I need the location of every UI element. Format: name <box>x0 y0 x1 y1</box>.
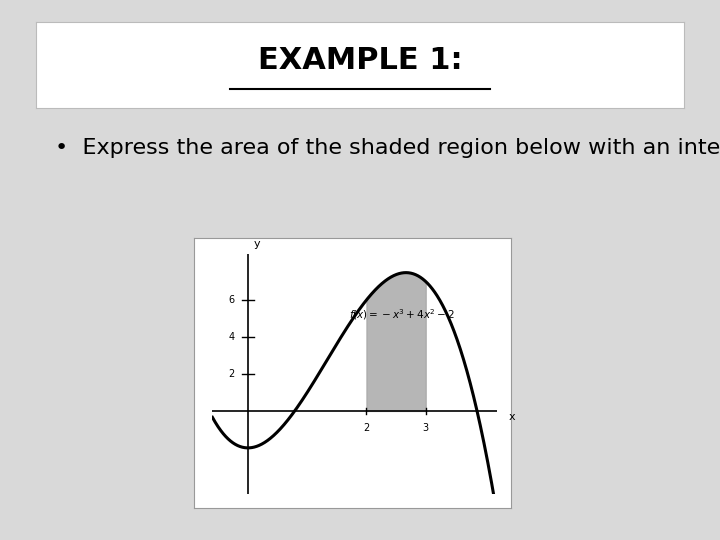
Text: •  Express the area of the shaded region below with an integral.: • Express the area of the shaded region … <box>55 138 720 158</box>
Text: $f(x) = -x^3 + 4x^2 - 2$: $f(x) = -x^3 + 4x^2 - 2$ <box>348 307 455 322</box>
Text: 2: 2 <box>364 423 369 433</box>
Text: EXAMPLE 1:: EXAMPLE 1: <box>258 46 462 75</box>
Text: x: x <box>508 413 516 422</box>
Text: 6: 6 <box>229 295 235 305</box>
Text: 3: 3 <box>423 423 429 433</box>
Text: 4: 4 <box>229 332 235 342</box>
Text: y: y <box>253 239 260 249</box>
Text: 2: 2 <box>229 369 235 379</box>
